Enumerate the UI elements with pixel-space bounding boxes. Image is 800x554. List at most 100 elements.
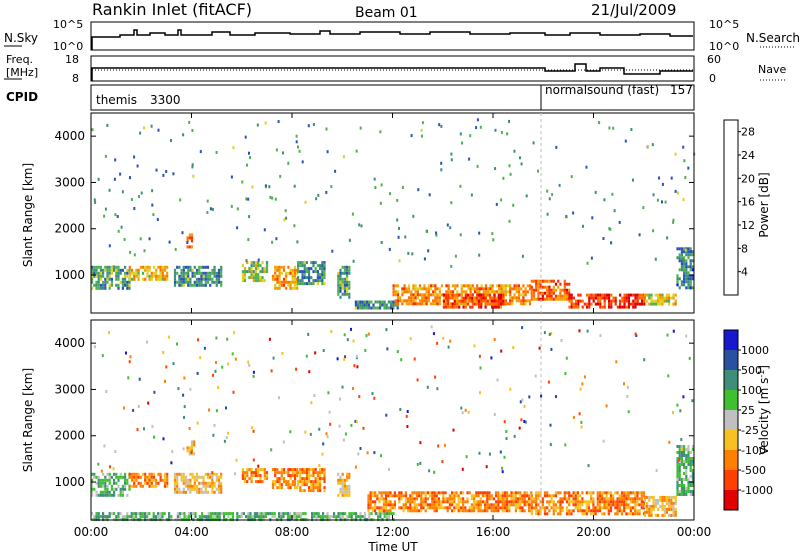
velocity-cell: [568, 503, 571, 507]
power-cell: [469, 284, 472, 288]
power-cell: [392, 287, 395, 291]
velocity-speckle: [318, 464, 321, 467]
velocity-cell: [271, 512, 274, 516]
power-speckle: [241, 180, 244, 184]
velocity-cell: [670, 498, 673, 502]
velocity-speckle: [215, 361, 217, 364]
power-cell: [550, 291, 553, 295]
power-cell: [513, 287, 516, 291]
velocity-cell: [484, 509, 487, 513]
power-cell: [434, 296, 437, 300]
velocity-cell: [404, 494, 407, 498]
power-cell: [259, 264, 262, 268]
power-cell: [146, 265, 149, 269]
power-cell: [190, 233, 194, 237]
power-cell: [502, 287, 505, 291]
velocity-cell: [348, 487, 351, 491]
velocity-cell: [104, 515, 107, 519]
power-cell: [625, 305, 628, 309]
power-cell: [348, 286, 351, 290]
power-cell: [638, 293, 641, 297]
velocity-cell: [514, 503, 517, 507]
power-cell: [215, 280, 218, 284]
velocity-cell: [519, 491, 522, 495]
velocity-cell: [139, 484, 142, 488]
power-cell: [447, 305, 450, 309]
velocity-cell: [678, 493, 681, 496]
power-cell: [115, 283, 118, 287]
power-cell: [597, 302, 600, 306]
velocity-cell: [161, 515, 164, 519]
velocity-cell: [108, 472, 111, 476]
power-cell: [102, 271, 105, 275]
velocity-cell: [607, 497, 610, 501]
velocity-cell: [479, 491, 482, 495]
velocity-cell: [195, 487, 199, 491]
velocity-cell: [501, 500, 504, 504]
velocity-cell: [409, 506, 412, 510]
velocity-cell: [687, 481, 690, 484]
power-cell: [530, 294, 533, 298]
power-cell: [643, 302, 646, 306]
velocity-speckle: [321, 452, 324, 456]
power-cell: [524, 287, 527, 291]
velocity-cell: [387, 500, 390, 504]
velocity-cell: [514, 500, 517, 504]
power-cell: [588, 296, 591, 300]
power-cell: [213, 271, 216, 275]
velocity-cell: [623, 503, 626, 507]
power-cell: [110, 265, 113, 269]
power-cell: [110, 283, 113, 287]
velocity-cell: [166, 475, 169, 479]
power-cell: [99, 271, 102, 275]
power-cell: [119, 280, 122, 284]
velocity-cell: [121, 484, 124, 488]
power-speckle: [494, 128, 497, 132]
x-tick-label: 00:00: [677, 525, 712, 539]
power-cell: [522, 290, 525, 294]
power-cell: [469, 293, 472, 297]
velocity-cell: [691, 460, 694, 463]
power-cell: [396, 302, 400, 306]
velocity-cell: [490, 497, 493, 501]
power-cell: [438, 287, 441, 291]
velocity-cell: [231, 515, 234, 519]
velocity-cell: [453, 506, 456, 510]
power-cell: [405, 299, 408, 303]
velocity-cell: [273, 512, 276, 516]
velocity-cell: [176, 481, 179, 485]
velocity-cell: [312, 474, 315, 478]
power-cell: [517, 290, 521, 294]
power-cell: [289, 268, 292, 272]
power-cell: [478, 287, 481, 291]
velocity-cell: [315, 512, 318, 516]
power-speckle: [450, 264, 453, 268]
power-cell: [535, 288, 538, 292]
power-cell: [254, 276, 258, 280]
nsky-label: N.Sky: [4, 31, 38, 45]
power-cell: [672, 302, 675, 306]
power-cell: [449, 290, 452, 294]
power-cell: [321, 267, 324, 271]
power-cell: [337, 274, 340, 278]
velocity-cell: [614, 512, 617, 516]
power-cell: [106, 280, 109, 284]
velocity-cell: [319, 480, 322, 484]
power-cell: [104, 280, 107, 284]
velocity-cell: [506, 509, 509, 513]
velocity-speckle: [518, 426, 521, 430]
power-cell: [383, 303, 386, 307]
power-cell: [180, 271, 183, 275]
velocity-speckle: [501, 466, 504, 470]
power-cell: [191, 283, 194, 287]
power-cell: [414, 296, 417, 300]
velocity-cell: [459, 497, 462, 501]
velocity-cell: [543, 512, 547, 516]
velocity-cell: [213, 481, 216, 485]
power-cell: [537, 279, 540, 283]
power-cell: [343, 286, 346, 290]
power-cell: [572, 302, 575, 306]
velocity-cell: [192, 512, 195, 516]
power-cell: [144, 277, 147, 281]
power-cell: [385, 306, 388, 310]
